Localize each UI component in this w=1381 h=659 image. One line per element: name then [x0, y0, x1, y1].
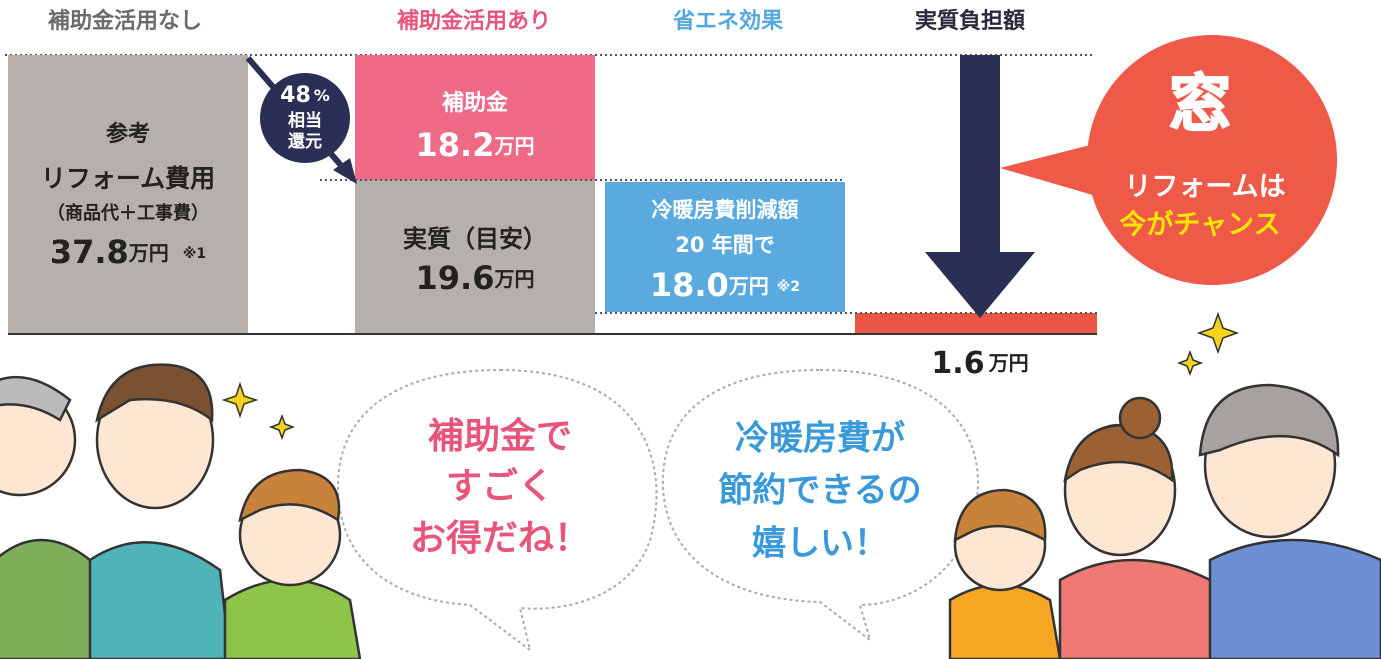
- amount: 18.0万円 ※2: [650, 266, 800, 304]
- bubble-text: 補助金で: [428, 415, 572, 457]
- arrow: [960, 55, 1000, 255]
- bubble-text: 嬉しい！: [752, 524, 888, 564]
- bubble-text: 節約できるの: [718, 471, 921, 511]
- callout-icon: 窓: [1169, 67, 1231, 140]
- amount-value: 18.2: [416, 126, 495, 164]
- label: 20 年間で: [675, 233, 775, 257]
- percent-sign: %: [314, 86, 330, 105]
- amount-value: 19.6: [416, 259, 495, 297]
- label: 補助金: [441, 90, 509, 116]
- unit: 万円: [493, 267, 534, 291]
- note: ※1: [183, 246, 206, 262]
- savings-box: [605, 182, 845, 312]
- callout-text: リフォームは: [1124, 172, 1285, 203]
- unit: 万円: [493, 134, 534, 158]
- sparkles: [221, 311, 1240, 441]
- label: 参考: [106, 121, 150, 147]
- amount-value: 18.0: [650, 266, 729, 304]
- header: 実質負担額: [915, 8, 1025, 34]
- speech-bubble: [336, 368, 658, 653]
- amount: 18.2万円: [416, 126, 535, 164]
- unit: 万円: [128, 241, 169, 265]
- amount-value: 1.6: [931, 346, 984, 381]
- subsidy-box: [355, 55, 595, 180]
- amount-value: 37.8: [50, 233, 129, 271]
- amount: 37.8万円 ※1: [50, 233, 206, 271]
- net-box: [355, 180, 595, 333]
- amount: 19.6万円: [416, 259, 535, 297]
- badge: [260, 73, 350, 163]
- callout: [1087, 35, 1337, 285]
- amount: 1.6 万円: [931, 346, 1028, 381]
- callout-tail: [1000, 140, 1110, 200]
- percent: 48: [280, 83, 311, 108]
- note: ※2: [777, 279, 800, 295]
- arrow-head: [925, 252, 1035, 318]
- header: 補助金活用あり: [396, 8, 551, 34]
- family-left: [0, 363, 362, 659]
- family-right: [948, 383, 1381, 659]
- arrow-head: [333, 158, 357, 184]
- bubble-text: すごく: [446, 466, 554, 507]
- label: 冷暖房費削減額: [652, 198, 799, 222]
- bubble-text: 冷暖房費が: [735, 419, 905, 459]
- badge-text: 相当: [288, 110, 322, 131]
- speech-bubble: [661, 368, 979, 643]
- badge-text: 還元: [288, 132, 322, 152]
- badge-text: 48%: [280, 83, 330, 108]
- label: リフォーム費用: [41, 164, 215, 193]
- bubble-text: お得だね！: [410, 518, 590, 559]
- header: 省エネ効果: [672, 8, 783, 34]
- callout-text: 今がチャンス: [1119, 209, 1280, 241]
- burden-bar: [855, 313, 1097, 333]
- label: 実質（目安）: [403, 225, 547, 253]
- label: （商品代＋工事費）: [47, 202, 209, 224]
- unit: 万円: [728, 274, 769, 298]
- header: 補助金活用なし: [47, 8, 202, 34]
- unit: 万円: [988, 351, 1029, 375]
- reference-box: [8, 55, 248, 333]
